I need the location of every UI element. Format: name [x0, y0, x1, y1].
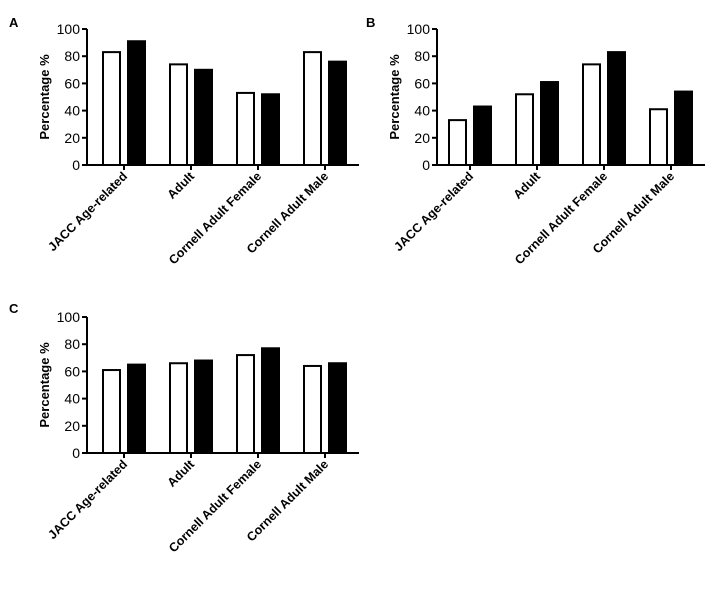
bar-white — [649, 108, 668, 166]
x-tick-label: Adult — [165, 169, 198, 202]
bar-black — [261, 347, 280, 454]
panel-label: A — [9, 15, 19, 30]
panel-c: C 0 20 40 60 80 100 Percentage % JACC Age-relate… — [9, 301, 359, 555]
y-axis-label: Percentage % — [37, 54, 52, 140]
bar-white — [515, 93, 534, 166]
bar-white — [303, 51, 322, 166]
bar-white — [102, 369, 121, 455]
y-tick-label: 100 — [57, 309, 81, 325]
y-tick-label: 40 — [64, 391, 80, 407]
panel-label: B — [366, 15, 375, 30]
bar-white — [236, 354, 255, 454]
bar-black — [127, 40, 146, 167]
bar-black — [607, 51, 626, 166]
panel-b: B 0 20 40 60 80 100 Percentage % JACC Age-relate… — [366, 15, 705, 267]
bar-black — [674, 90, 693, 166]
bar-black — [473, 105, 492, 166]
x-tick-label: JACC Age-related — [45, 457, 130, 542]
y-tick-label: 20 — [64, 130, 80, 146]
x-tick-label: JACC Age-related — [391, 169, 476, 254]
y-tick-label: 0 — [422, 157, 430, 173]
bar-black — [328, 362, 347, 454]
y-tick-label: 0 — [72, 445, 80, 461]
y-tick-label: 40 — [64, 103, 80, 119]
bar-black — [261, 93, 280, 166]
y-tick-label: 60 — [414, 75, 430, 91]
panel-label: C — [9, 301, 19, 316]
y-tick-label: 40 — [414, 103, 430, 119]
y-tick-label: 80 — [64, 336, 80, 352]
y-axis-label: Percentage % — [387, 54, 402, 140]
x-tick-label: Adult — [511, 169, 544, 202]
y-tick-label: 0 — [72, 157, 80, 173]
y-tick-label: 60 — [64, 75, 80, 91]
bar-black — [194, 68, 213, 166]
y-tick-label: 100 — [57, 21, 81, 37]
y-tick-label: 80 — [64, 48, 80, 64]
panel-a: A 0 20 40 60 80 100 Percentage % JACC Age-relate… — [9, 15, 359, 267]
bar-black — [328, 60, 347, 166]
y-tick-label: 80 — [414, 48, 430, 64]
y-tick-label: 100 — [407, 21, 431, 37]
x-tick-label: Adult — [165, 457, 198, 490]
y-axis-label: Percentage % — [37, 342, 52, 428]
bar-white — [448, 119, 467, 167]
bar-white — [169, 63, 188, 166]
y-tick-label: 20 — [64, 418, 80, 434]
y-tick-label: 60 — [64, 363, 80, 379]
bar-black — [540, 81, 559, 166]
bar-white — [169, 362, 188, 454]
bar-black — [127, 363, 146, 455]
bar-white — [102, 51, 121, 166]
x-tick-label: JACC Age-related — [45, 169, 130, 254]
bar-white — [303, 364, 322, 454]
bar-black — [194, 359, 213, 454]
bar-white — [236, 91, 255, 166]
bar-white — [582, 63, 601, 166]
y-tick-label: 20 — [414, 130, 430, 146]
